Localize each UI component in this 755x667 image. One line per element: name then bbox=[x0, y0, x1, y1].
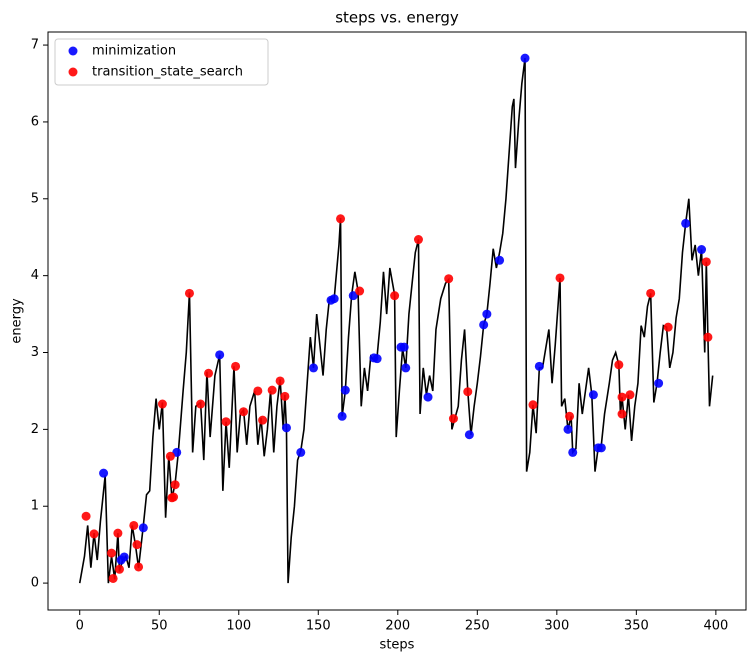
y-tick-label: 1 bbox=[31, 499, 39, 514]
scatter-point bbox=[568, 447, 578, 457]
scatter-point bbox=[565, 411, 575, 421]
scatter-point bbox=[281, 423, 291, 433]
y-axis-label: energy bbox=[10, 298, 25, 344]
x-tick-label: 100 bbox=[226, 619, 251, 634]
scatter-point bbox=[625, 390, 635, 400]
scatter-point bbox=[184, 288, 194, 298]
scatter-point bbox=[337, 411, 347, 421]
scatter-point bbox=[275, 376, 285, 386]
scatter-point bbox=[170, 480, 180, 490]
scatter-point bbox=[413, 235, 423, 245]
scatter-point bbox=[134, 562, 144, 572]
scatter-point bbox=[258, 415, 268, 425]
scatter-point bbox=[401, 363, 411, 373]
scatter-point bbox=[697, 245, 707, 255]
scatter-point bbox=[348, 291, 358, 301]
x-axis-label: steps bbox=[380, 638, 415, 653]
scatter-point bbox=[114, 564, 124, 574]
scatter-point bbox=[113, 528, 123, 538]
scatter-point bbox=[107, 548, 117, 558]
scatter-point bbox=[464, 430, 474, 440]
scatter-point bbox=[132, 540, 142, 550]
chart-title: steps vs. energy bbox=[335, 9, 459, 27]
scatter-point bbox=[596, 443, 606, 453]
scatter-point bbox=[280, 391, 290, 401]
y-tick-label: 7 bbox=[31, 38, 39, 53]
scatter-point bbox=[588, 390, 598, 400]
scatter-point bbox=[528, 400, 538, 410]
scatter-point bbox=[89, 529, 99, 539]
scatter-point bbox=[204, 368, 214, 378]
y-tick-label: 0 bbox=[31, 576, 39, 591]
scatter-point bbox=[423, 392, 433, 402]
scatter-point bbox=[654, 378, 664, 388]
scatter-point bbox=[340, 385, 350, 395]
x-tick-label: 0 bbox=[76, 619, 84, 634]
scatter-point bbox=[99, 468, 109, 478]
x-tick-label: 400 bbox=[703, 619, 728, 634]
scatter-point bbox=[701, 257, 711, 267]
legend-label: transition_state_search bbox=[92, 65, 243, 80]
scatter-point bbox=[520, 53, 530, 63]
scatter-point bbox=[215, 350, 225, 360]
scatter-point bbox=[336, 214, 346, 224]
scatter-point bbox=[81, 511, 91, 521]
scatter-point bbox=[138, 523, 148, 533]
x-tick-label: 50 bbox=[151, 619, 168, 634]
scatter-point bbox=[309, 363, 319, 373]
x-tick-label: 350 bbox=[624, 619, 649, 634]
scatter-point bbox=[703, 332, 713, 342]
x-tick-label: 300 bbox=[544, 619, 569, 634]
legend-marker bbox=[68, 67, 78, 77]
scatter-point bbox=[399, 342, 409, 352]
scatter-point bbox=[231, 361, 241, 371]
scatter-point bbox=[495, 255, 505, 265]
scatter-point bbox=[129, 520, 139, 530]
scatter-point bbox=[239, 407, 249, 417]
scatter-point bbox=[681, 218, 691, 228]
legend-label: minimization bbox=[92, 44, 176, 59]
y-tick-label: 3 bbox=[31, 345, 39, 360]
scatter-point bbox=[614, 360, 624, 370]
x-tick-label: 250 bbox=[465, 619, 490, 634]
legend-marker bbox=[68, 46, 78, 56]
scatter-point bbox=[555, 273, 565, 283]
scatter-point bbox=[108, 573, 118, 583]
axes-frame bbox=[47, 31, 747, 611]
x-tick-label: 200 bbox=[385, 619, 410, 634]
scatter-point bbox=[221, 417, 231, 427]
scatter-point bbox=[534, 361, 544, 371]
scatter-point bbox=[355, 286, 365, 296]
scatter-point bbox=[296, 447, 306, 457]
line bbox=[78, 58, 714, 584]
scatter-point bbox=[196, 399, 206, 409]
scatter-point bbox=[157, 399, 167, 409]
scatter-point bbox=[267, 385, 277, 395]
y-tick-label: 6 bbox=[31, 114, 39, 129]
legend-box bbox=[54, 38, 269, 86]
scatter-point bbox=[663, 322, 673, 332]
y-tick-label: 2 bbox=[31, 422, 39, 437]
scatter-point bbox=[390, 291, 400, 301]
scatter-point bbox=[617, 392, 627, 402]
y-tick-label: 4 bbox=[31, 268, 39, 283]
scatter-point bbox=[329, 294, 339, 304]
scatter-point bbox=[482, 309, 492, 319]
scatter-point bbox=[646, 288, 656, 298]
y-tick-label: 5 bbox=[31, 191, 39, 206]
scatter-point bbox=[169, 492, 179, 502]
scatter-point bbox=[253, 386, 263, 396]
scatter-point bbox=[165, 451, 175, 461]
x-tick-label: 150 bbox=[306, 619, 331, 634]
scatter-point bbox=[463, 387, 473, 397]
scatter-point bbox=[563, 424, 573, 434]
scatter-point bbox=[444, 274, 454, 284]
scatter-point bbox=[119, 552, 129, 562]
scatter-point bbox=[617, 409, 627, 419]
scatter-point bbox=[372, 354, 382, 364]
scatter-point bbox=[479, 320, 489, 330]
scatter-point bbox=[448, 414, 458, 424]
